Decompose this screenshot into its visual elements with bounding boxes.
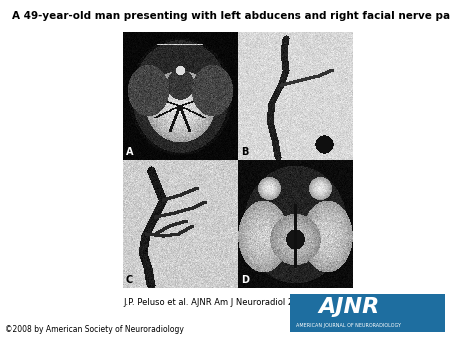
Text: AMERICAN JOURNAL OF NEURORADIOLOGY: AMERICAN JOURNAL OF NEURORADIOLOGY [297,323,401,328]
Bar [290,294,445,332]
Text: C: C [126,275,133,285]
Text: A 49-year-old man presenting with left abducens and right facial nerve palsies.: A 49-year-old man presenting with left a… [12,11,450,21]
Text: A: A [126,147,134,157]
Text: D: D [241,275,249,285]
Text: B: B [241,147,248,157]
Text: J.P. Peluso et al. AJNR Am J Neuroradiol 2008;29:86-90: J.P. Peluso et al. AJNR Am J Neuroradiol… [123,298,349,307]
Text: AJNR: AJNR [318,297,379,317]
Text: ©2008 by American Society of Neuroradiology: ©2008 by American Society of Neuroradiol… [5,325,184,334]
